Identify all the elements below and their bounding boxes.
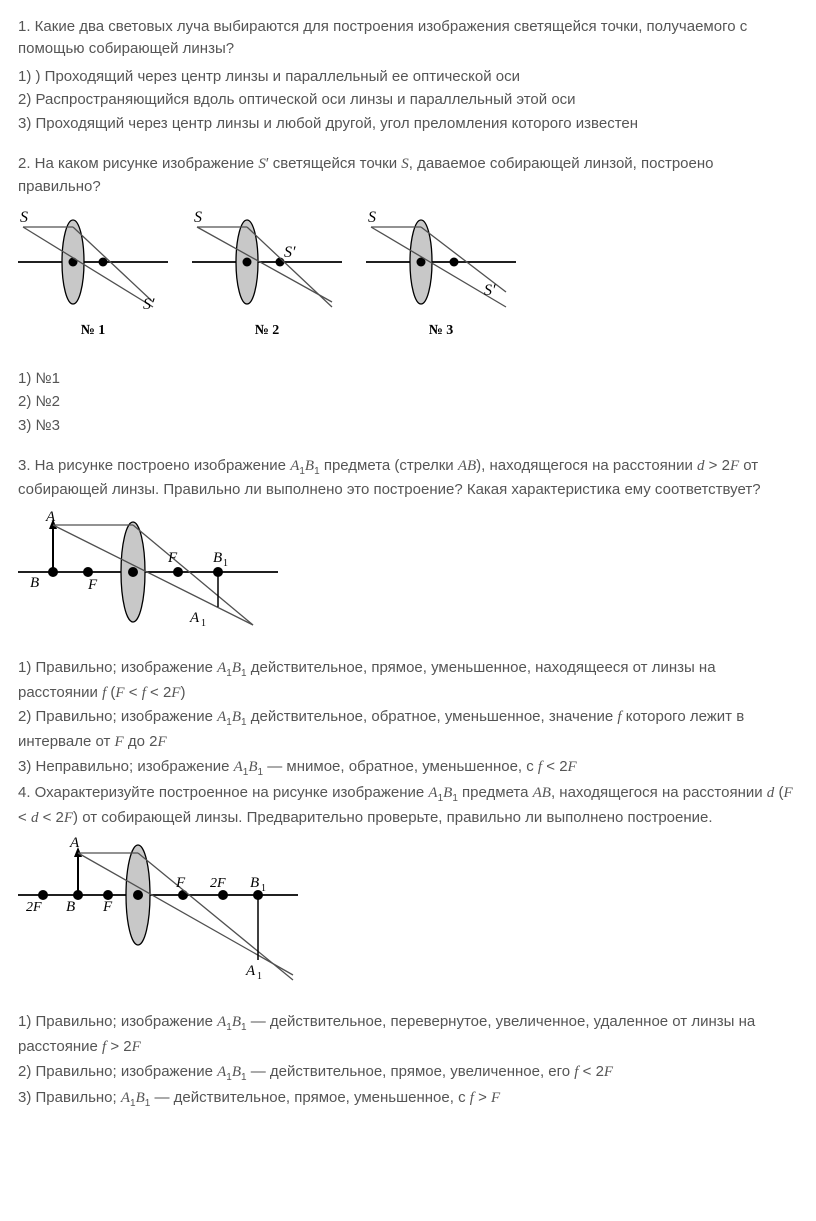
- q3-text: 3. На рисунке построено изображение A1B1…: [18, 455, 798, 501]
- svg-text:F: F: [175, 875, 186, 891]
- svg-text:B: B: [250, 875, 259, 891]
- svg-text:A: A: [189, 610, 200, 626]
- svg-text:A: A: [45, 509, 56, 525]
- svg-text:F: F: [102, 899, 113, 915]
- svg-text:S′: S′: [284, 244, 296, 261]
- q2-opt1: 1) №1: [18, 368, 798, 390]
- q2-text: 2. На каком рисунке изображение S′ светя…: [18, 153, 798, 198]
- q2-fig2-label: № 2: [192, 321, 342, 341]
- q3-opt2: 2) Правильно; изображение A1B1 действите…: [18, 706, 798, 753]
- q2-opt2: 2) №2: [18, 391, 798, 413]
- q2-fig2: S S′ № 2: [192, 207, 342, 341]
- q1-opt1: 1) ) Проходящий через центр линзы и пара…: [18, 66, 798, 88]
- svg-text:S: S: [368, 209, 376, 226]
- svg-text:F: F: [87, 577, 98, 593]
- q4-opt1: 1) Правильно; изображение A1B1 — действи…: [18, 1011, 798, 1058]
- svg-text:2F: 2F: [26, 900, 42, 915]
- q2-fig1-label: № 1: [18, 321, 168, 341]
- q2-fig1: S S′ № 1: [18, 207, 168, 341]
- svg-text:S′: S′: [143, 296, 155, 313]
- q2-fig3-label: № 3: [366, 321, 516, 341]
- q3-opt3: 3) Неправильно; изображение A1B1 — мнимо…: [18, 756, 798, 781]
- q2-fig3: S S′ № 3: [366, 207, 516, 341]
- svg-text:S: S: [194, 209, 202, 226]
- svg-text:1: 1: [257, 971, 262, 982]
- svg-text:1: 1: [261, 883, 266, 894]
- q4-opt2: 2) Правильно; изображение A1B1 — действи…: [18, 1061, 798, 1086]
- svg-text:A: A: [69, 835, 80, 851]
- q2-figures: S S′ № 1 S S′ № 2 S S′: [18, 207, 798, 341]
- svg-text:S′: S′: [484, 282, 496, 299]
- q3-opt1: 1) Правильно; изображение A1B1 действите…: [18, 657, 798, 704]
- svg-text:1: 1: [201, 618, 206, 629]
- svg-text:S: S: [20, 209, 28, 226]
- svg-text:B: B: [66, 899, 75, 915]
- q4-figure: A 2F B F F 2F B 1 A 1: [18, 835, 798, 985]
- svg-text:1: 1: [223, 558, 228, 569]
- svg-text:B: B: [30, 575, 39, 591]
- q4-opt3: 3) Правильно; A1B1 — действительное, пря…: [18, 1087, 798, 1112]
- svg-text:B: B: [213, 550, 222, 566]
- svg-text:F: F: [167, 550, 178, 566]
- q2-opt3: 3) №3: [18, 415, 798, 437]
- svg-text:2F: 2F: [210, 876, 226, 891]
- q3-figure: A B F F B 1 A 1: [18, 507, 798, 637]
- q1-opt3: 3) Проходящий через центр линзы и любой …: [18, 113, 798, 135]
- q1-opt2: 2) Распространяющийся вдоль оптической о…: [18, 89, 798, 111]
- svg-text:A: A: [245, 963, 256, 979]
- q1-text: 1. Какие два световых луча выбираются дл…: [18, 16, 798, 60]
- q4-text: 4. Охарактеризуйте построенное на рисунк…: [18, 782, 798, 829]
